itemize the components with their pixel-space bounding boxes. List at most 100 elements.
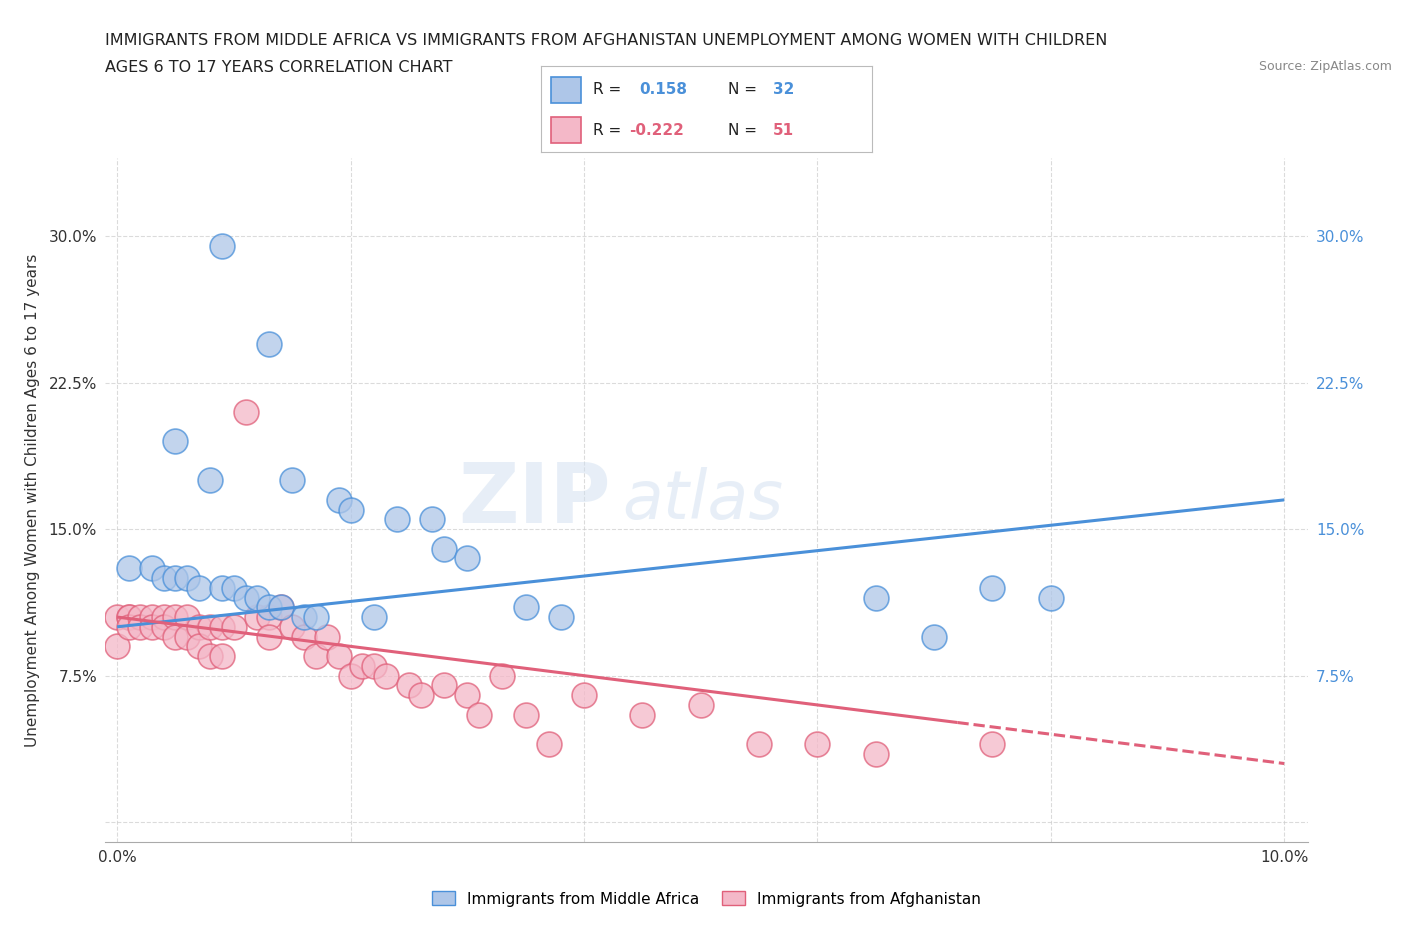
Point xyxy=(187,580,209,595)
Point xyxy=(550,610,572,625)
Point xyxy=(806,737,828,751)
Text: 0.158: 0.158 xyxy=(638,83,686,98)
Point xyxy=(363,658,385,673)
Text: -0.222: -0.222 xyxy=(628,123,683,138)
Point xyxy=(922,630,945,644)
Point xyxy=(200,619,222,634)
Point xyxy=(211,239,233,254)
Point xyxy=(420,512,443,527)
Point xyxy=(981,737,1004,751)
Point xyxy=(257,610,280,625)
Point xyxy=(187,639,209,654)
Point xyxy=(257,600,280,615)
Text: N =: N = xyxy=(728,123,756,138)
Point xyxy=(515,600,537,615)
Point xyxy=(433,541,456,556)
Point xyxy=(352,658,374,673)
Point xyxy=(165,571,187,586)
Point xyxy=(118,610,141,625)
Text: N =: N = xyxy=(728,83,756,98)
Point xyxy=(222,619,245,634)
Point xyxy=(246,610,269,625)
Point xyxy=(176,610,198,625)
Point xyxy=(141,561,163,576)
Point xyxy=(631,708,654,723)
Point xyxy=(118,561,141,576)
Point xyxy=(257,630,280,644)
Point xyxy=(398,678,420,693)
Point xyxy=(165,434,187,449)
Bar xyxy=(551,117,581,143)
Point xyxy=(257,337,280,352)
Point xyxy=(433,678,456,693)
Point xyxy=(153,571,176,586)
Point xyxy=(200,649,222,664)
Point xyxy=(374,669,396,684)
Point xyxy=(235,405,257,419)
Point xyxy=(865,746,887,761)
Point xyxy=(270,600,292,615)
Point xyxy=(165,630,187,644)
Point xyxy=(176,571,198,586)
Text: IMMIGRANTS FROM MIDDLE AFRICA VS IMMIGRANTS FROM AFGHANISTAN UNEMPLOYMENT AMONG : IMMIGRANTS FROM MIDDLE AFRICA VS IMMIGRA… xyxy=(105,33,1108,47)
Text: atlas: atlas xyxy=(623,467,783,533)
Point xyxy=(129,619,152,634)
Point xyxy=(141,619,163,634)
Point xyxy=(748,737,770,751)
Y-axis label: Unemployment Among Women with Children Ages 6 to 17 years: Unemployment Among Women with Children A… xyxy=(25,253,41,747)
Point xyxy=(235,591,257,605)
Point xyxy=(153,610,176,625)
Point xyxy=(200,473,222,488)
Point xyxy=(572,688,595,703)
Point xyxy=(281,473,304,488)
Point xyxy=(537,737,560,751)
Point xyxy=(129,610,152,625)
Point xyxy=(292,610,315,625)
Point xyxy=(165,610,187,625)
Point xyxy=(468,708,491,723)
Point xyxy=(865,591,887,605)
Point xyxy=(304,610,326,625)
Point xyxy=(270,600,292,615)
Text: ZIP: ZIP xyxy=(458,459,610,540)
Point xyxy=(491,669,513,684)
Legend: Immigrants from Middle Africa, Immigrants from Afghanistan: Immigrants from Middle Africa, Immigrant… xyxy=(426,885,987,912)
Text: AGES 6 TO 17 YEARS CORRELATION CHART: AGES 6 TO 17 YEARS CORRELATION CHART xyxy=(105,60,453,75)
Point xyxy=(328,493,350,508)
Text: 32: 32 xyxy=(773,83,794,98)
Point xyxy=(187,619,209,634)
Point xyxy=(409,688,432,703)
Point xyxy=(281,619,304,634)
Point xyxy=(118,610,141,625)
Point xyxy=(118,619,141,634)
Point xyxy=(981,580,1004,595)
Text: R =: R = xyxy=(592,123,621,138)
Bar xyxy=(551,77,581,103)
Point xyxy=(211,649,233,664)
Point xyxy=(316,630,339,644)
Point xyxy=(246,591,269,605)
Text: Source: ZipAtlas.com: Source: ZipAtlas.com xyxy=(1258,60,1392,73)
Point xyxy=(456,551,478,565)
Point xyxy=(292,630,315,644)
Point xyxy=(515,708,537,723)
Point xyxy=(141,610,163,625)
Text: 51: 51 xyxy=(773,123,794,138)
Point xyxy=(387,512,409,527)
Point xyxy=(176,630,198,644)
Point xyxy=(689,698,711,712)
Point xyxy=(211,619,233,634)
Point xyxy=(153,619,176,634)
Point xyxy=(363,610,385,625)
Point xyxy=(105,610,128,625)
Point xyxy=(328,649,350,664)
Text: R =: R = xyxy=(592,83,621,98)
Point xyxy=(456,688,478,703)
Point xyxy=(211,580,233,595)
Point xyxy=(304,649,326,664)
Point xyxy=(105,639,128,654)
Point xyxy=(222,580,245,595)
Point xyxy=(339,669,361,684)
Point xyxy=(339,502,361,517)
Point xyxy=(1039,591,1062,605)
